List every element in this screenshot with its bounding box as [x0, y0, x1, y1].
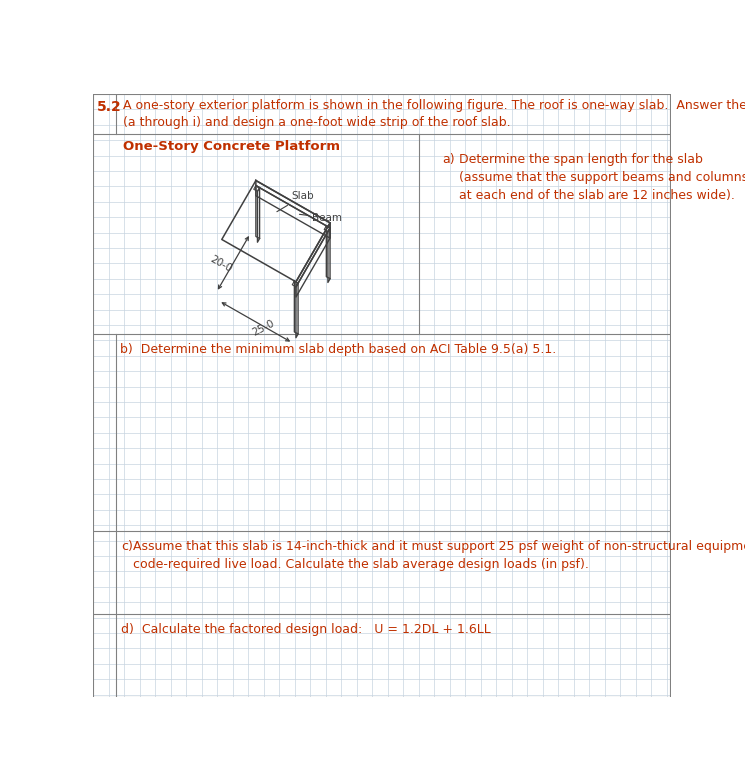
Text: Beam: Beam [299, 213, 342, 223]
Text: d)  Calculate the factored design load:   U = 1.2DL + 1.6LL: d) Calculate the factored design load: U… [121, 623, 491, 636]
Text: 5.2: 5.2 [97, 100, 121, 114]
Text: 25-0: 25-0 [251, 318, 276, 337]
Text: Determine the span length for the slab
(assume that the support beams and column: Determine the span length for the slab (… [459, 153, 745, 202]
Text: a): a) [442, 153, 454, 166]
Text: c): c) [121, 539, 133, 553]
Text: b)  Determine the minimum slab depth based on ACI Table 9.5(a) 5.1.: b) Determine the minimum slab depth base… [120, 344, 557, 356]
Text: A one-story exterior platform is shown in the following figure. The roof is one-: A one-story exterior platform is shown i… [123, 99, 745, 129]
Text: 20-0: 20-0 [209, 254, 234, 274]
Text: Assume that this slab is 14-inch-thick and it must support 25 psf weight of non-: Assume that this slab is 14-inch-thick a… [133, 539, 745, 571]
Text: Slab: Slab [277, 191, 314, 211]
Text: One-Story Concrete Platform: One-Story Concrete Platform [123, 140, 340, 153]
